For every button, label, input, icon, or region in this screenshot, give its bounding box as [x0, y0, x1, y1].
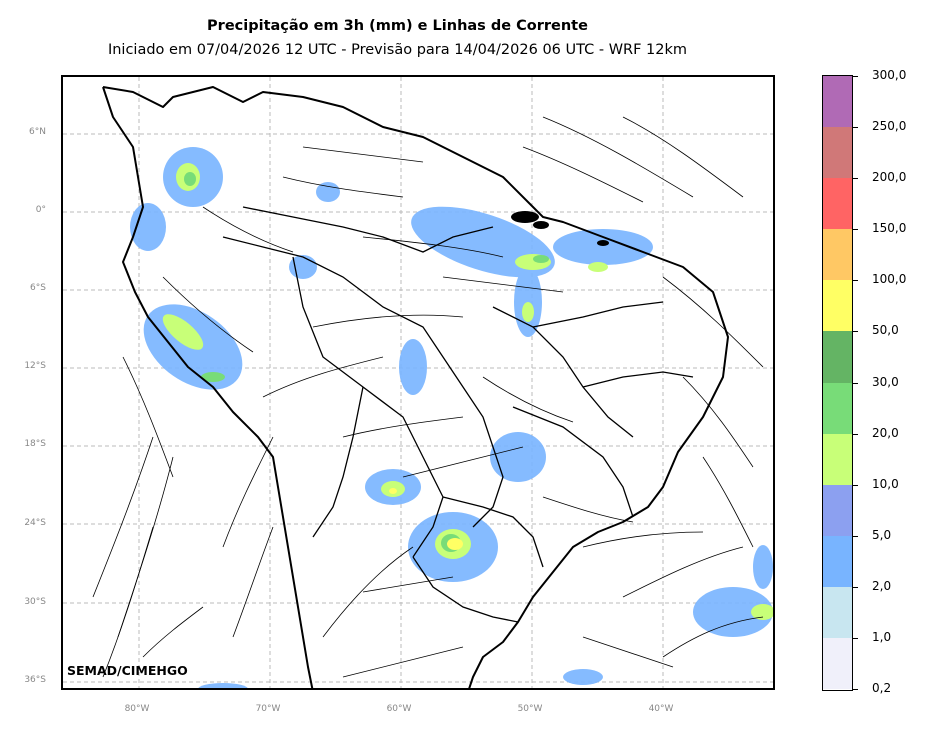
lat-label-36s: 36°S [24, 675, 46, 685]
colorbar-tick [853, 433, 858, 435]
colorbar-label: 10,0 [872, 476, 899, 491]
lat-label-12s: 12°S [24, 361, 46, 371]
map-canvas [63, 77, 773, 688]
colorbar-tick [853, 178, 858, 180]
lon-label-70w: 70°W [255, 704, 281, 714]
colorbar [822, 75, 853, 691]
precipitation-map [61, 75, 775, 690]
colorbar-segment [823, 331, 852, 383]
lon-label-50w: 50°W [517, 704, 543, 714]
colorbar-label: 1,0 [872, 629, 892, 644]
colorbar-label: 2,0 [872, 578, 892, 593]
credit-label: SEMAD/CIMEHGO [67, 663, 188, 678]
colorbar-tick [853, 76, 858, 77]
map-title: Precipitação em 3h (mm) e Linhas de Corr… [207, 18, 588, 34]
colorbar-segment [823, 229, 852, 281]
streamlines [92, 116, 764, 678]
lat-label-18s: 18°S [24, 439, 46, 449]
colorbar-segment [823, 484, 852, 537]
colorbar-tick [853, 382, 858, 384]
lon-label-60w: 60°W [386, 704, 412, 714]
colorbar-label: 100,0 [872, 272, 907, 287]
colorbar-segment [823, 637, 852, 690]
colorbar-label: 250,0 [872, 119, 907, 134]
colorbar-segment [823, 127, 852, 179]
colorbar-label: 300,0 [872, 68, 907, 82]
colorbar-segment [823, 76, 852, 128]
colorbar-tick [853, 484, 858, 486]
colorbar-tick [853, 689, 858, 690]
colorbar-segment [823, 586, 852, 639]
colorbar-tick [853, 586, 858, 588]
country-borders [222, 206, 694, 623]
colorbar-segment [823, 280, 852, 332]
colorbar-tick [853, 280, 858, 282]
colorbar-segment [823, 433, 852, 486]
colorbar-label: 0,2 [872, 681, 892, 695]
colorbar-label: 50,0 [872, 323, 899, 338]
colorbar-label: 5,0 [872, 527, 892, 542]
lat-label-6s: 6°S [30, 283, 46, 293]
colorbar-label: 30,0 [872, 374, 899, 389]
colorbar-segment [823, 535, 852, 588]
colorbar-tick [853, 229, 858, 231]
amazon-delta [511, 211, 609, 246]
colorbar-tick [853, 331, 858, 333]
colorbar-tick [853, 535, 858, 537]
colorbar-segment [823, 382, 852, 435]
lon-label-40w: 40°W [648, 704, 674, 714]
lat-label-6n: 6°N [29, 127, 46, 137]
colorbar-tick [853, 127, 858, 129]
colorbar-segment [823, 178, 852, 230]
colorbar-label: 200,0 [872, 170, 907, 185]
lat-label-0: 0° [35, 205, 46, 215]
map-subtitle: Iniciado em 07/04/2026 12 UTC - Previsão… [107, 42, 688, 58]
colorbar-label: 150,0 [872, 221, 907, 236]
colorbar-tick [853, 637, 858, 639]
lon-label-80w: 80°W [124, 704, 150, 714]
coastline [102, 86, 729, 688]
colorbar-label: 20,0 [872, 425, 899, 440]
lat-label-24s: 24°S [24, 518, 46, 528]
lat-label-30s: 30°S [24, 597, 46, 607]
